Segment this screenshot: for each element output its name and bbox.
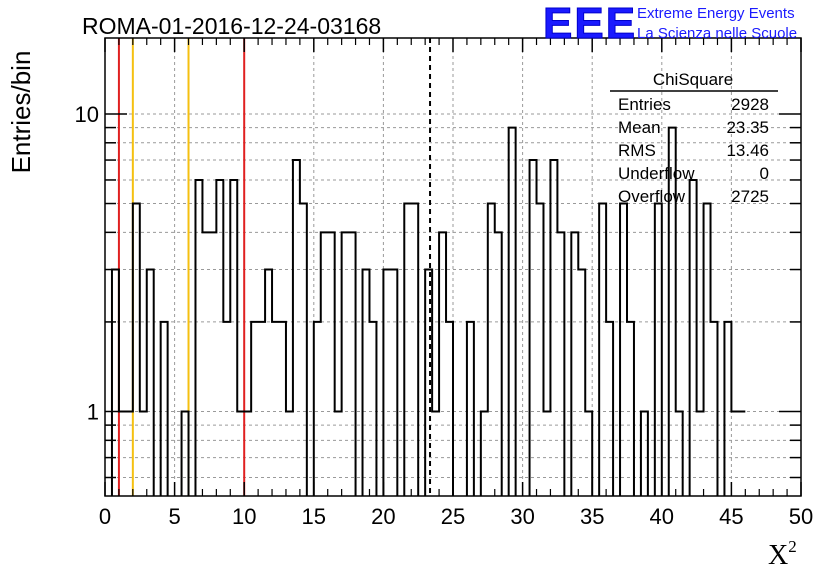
y-tick-label: 10 [75,102,99,127]
x-axis-label: X2 [768,537,797,571]
x-tick-label: 25 [441,504,465,529]
stats-row-label: Entries [618,95,671,114]
x-tick-label: 15 [302,504,326,529]
stats-box-title: ChiSquare [653,70,733,89]
stats-row-label: Underflow [618,164,695,183]
stats-row-label: RMS [618,141,656,160]
x-tick-label: 50 [789,504,813,529]
x-tick-label: 40 [650,504,674,529]
stats-row-value: 2725 [731,187,769,206]
x-tick-label: 5 [168,504,180,529]
chart-title: ROMA-01-2016-12-24-03168 [82,13,381,39]
eee-logo-line1: Extreme Energy Events [637,5,795,22]
x-tick-label: 10 [232,504,256,529]
x-tick-label: 45 [719,504,743,529]
x-tick-label: 35 [580,504,604,529]
stats-box: ChiSquare Entries 2928 Mean 23.35 RMS 13.46 Un… [610,70,778,206]
histogram-series [110,126,746,496]
x-axis-label-superscript: 2 [788,537,797,556]
stats-row-label: Mean [618,118,661,137]
stats-row-label: Overflow [618,187,686,206]
eee-logo-line2: La Scienza nelle Scuole [637,25,797,42]
stats-row-value: 0 [760,164,769,183]
x-tick-label: 30 [510,504,534,529]
x-tick-label: 20 [371,504,395,529]
x-tick-label: 0 [99,504,111,529]
y-tick-label: 1 [87,399,99,424]
stats-row-value: 13.46 [726,141,769,160]
stats-row-value: 2928 [731,95,769,114]
axis-ticks: 0 5 10 15 20 25 30 35 40 45 50 1 10 [75,38,813,529]
stats-box-rows: Entries 2928 Mean 23.35 RMS 13.46 Underflow 0 Ov… [618,95,769,206]
y-axis-label: Entries/bin [6,51,36,174]
stats-row-value: 23.35 [726,118,769,137]
eee-logo-mark: EEE [543,0,637,48]
eee-logo: EEE Extreme Energy Events La Scienza nel… [543,0,798,49]
x-axis-label-base: X [768,540,788,571]
